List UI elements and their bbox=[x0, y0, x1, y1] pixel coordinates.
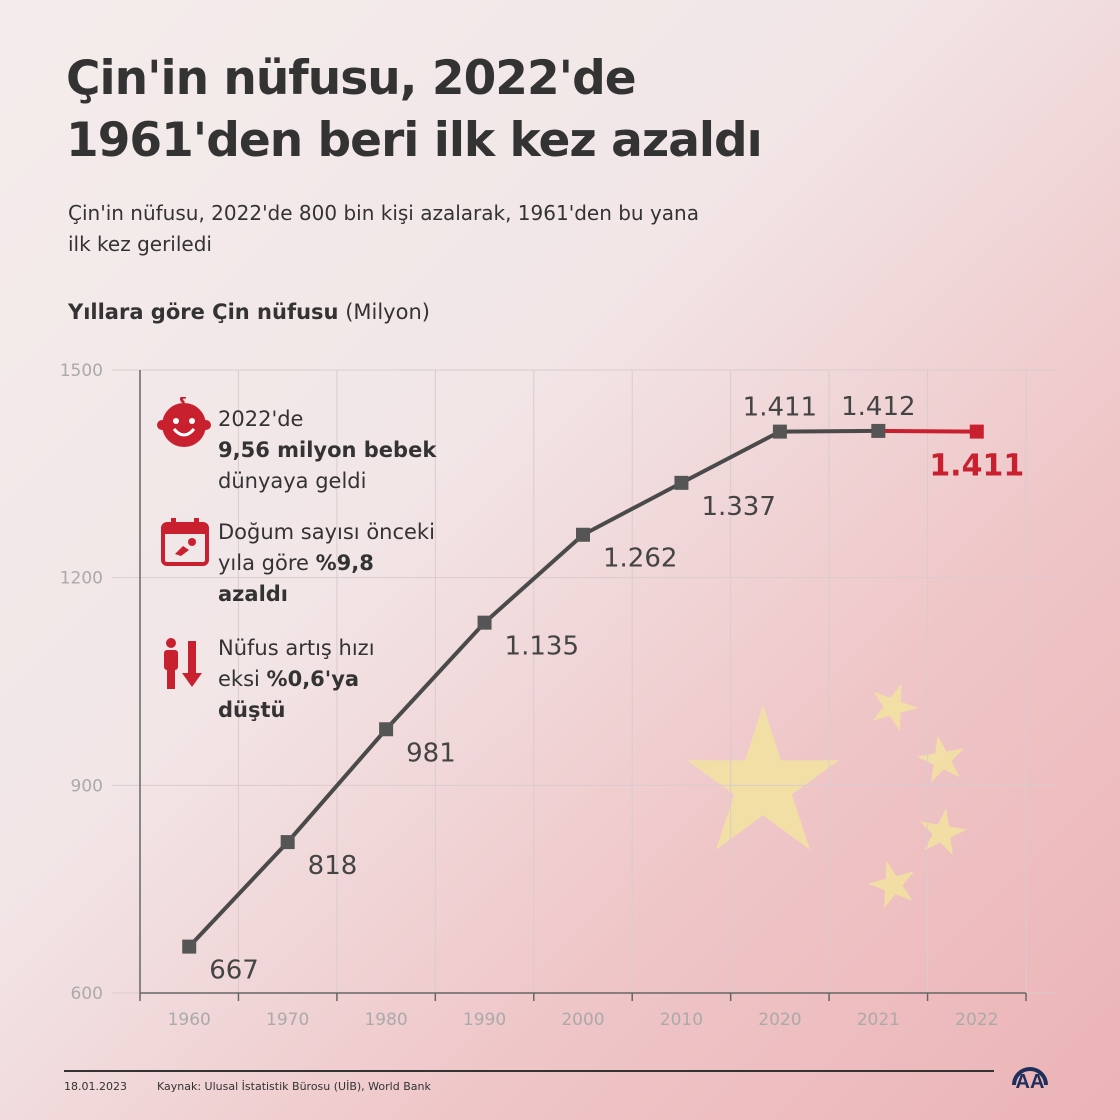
small-star bbox=[868, 860, 914, 909]
y-tick-label: 1500 bbox=[60, 361, 103, 381]
data-point bbox=[280, 835, 295, 850]
data-point bbox=[379, 722, 394, 737]
chart-title-text: Yıllara göre Çin nüfusu bbox=[68, 300, 339, 324]
aa-logo: AA bbox=[1012, 1067, 1048, 1091]
footer-source: Kaynak: Ulusal İstatistik Bürosu (UİB), … bbox=[157, 1080, 431, 1093]
x-tick-label: 2010 bbox=[660, 1010, 703, 1030]
callout-birth-rate-line3: azaldı bbox=[218, 582, 288, 606]
chart-grid bbox=[112, 369, 1056, 1001]
x-tick-label: 1970 bbox=[266, 1010, 309, 1030]
x-tick-label: 1960 bbox=[168, 1010, 211, 1030]
callout-births-line3: dünyaya geldi bbox=[218, 469, 367, 493]
data-point bbox=[674, 475, 689, 490]
title-line-1: Çin'in nüfusu, 2022'de bbox=[66, 51, 637, 106]
population-line bbox=[187, 428, 879, 948]
data-point bbox=[871, 423, 886, 438]
data-label: 981 bbox=[406, 738, 456, 768]
data-point bbox=[772, 424, 787, 439]
data-point bbox=[969, 424, 984, 439]
data-point bbox=[477, 615, 492, 630]
x-tick-label: 2000 bbox=[561, 1010, 604, 1030]
callout-growth-rate-value: %0,6'ya bbox=[266, 667, 360, 691]
callout-births: 2022'de 9,56 milyon bebek dünyaya geldi bbox=[218, 404, 436, 497]
data-labels: 667 818 981 1.135 1.262 1.337 1.411 1.412 1.411 bbox=[209, 392, 1024, 986]
y-tick-label: 1200 bbox=[60, 569, 103, 589]
flag-stars bbox=[686, 683, 967, 909]
y-tick-label: 900 bbox=[71, 776, 103, 796]
population-down-icon bbox=[164, 638, 202, 689]
data-label: 818 bbox=[308, 851, 358, 881]
callout-growth-rate: Nüfus artış hızı eksi %0,6'ya düştü bbox=[218, 633, 375, 726]
callout-growth-rate-line1: Nüfus artış hızı bbox=[218, 636, 375, 660]
svg-text:AA: AA bbox=[1016, 1071, 1045, 1091]
callout-growth-rate-line3: düştü bbox=[218, 698, 286, 722]
y-tick-label: 600 bbox=[71, 984, 103, 1004]
small-star bbox=[872, 683, 918, 731]
small-star bbox=[917, 735, 965, 783]
x-tick-label: 1980 bbox=[364, 1010, 407, 1030]
calendar-baby-icon bbox=[161, 518, 209, 566]
data-point bbox=[576, 527, 590, 542]
callout-birth-rate-line1: Doğum sayısı önceki bbox=[218, 520, 435, 544]
data-label: 667 bbox=[209, 956, 259, 986]
x-tick-label: 2022 bbox=[955, 1010, 998, 1030]
title-line-2: 1961'den beri ilk kez azaldı bbox=[66, 113, 763, 168]
population-line-2022 bbox=[878, 428, 977, 434]
y-axis-ticks: 600 900 1200 1500 bbox=[60, 361, 103, 1004]
callout-birth-rate: Doğum sayısı önceki yıla göre %9,8 azald… bbox=[218, 517, 435, 610]
big-star bbox=[686, 705, 840, 850]
data-label: 1.337 bbox=[701, 492, 775, 522]
chart-unit: (Milyon) bbox=[345, 300, 430, 324]
data-point bbox=[182, 939, 197, 954]
data-label: 1.135 bbox=[505, 632, 579, 662]
page-title: Çin'in nüfusu, 2022'de 1961'den beri ilk… bbox=[66, 48, 763, 172]
population-series bbox=[182, 423, 984, 954]
baby-face-icon bbox=[157, 397, 211, 447]
data-label: 1.411 bbox=[743, 393, 817, 423]
x-tick-label: 1990 bbox=[463, 1010, 506, 1030]
data-label: 1.262 bbox=[603, 544, 677, 574]
x-tick-label: 2021 bbox=[857, 1010, 900, 1030]
chart-title: Yıllara göre Çin nüfusu (Milyon) bbox=[68, 300, 430, 324]
small-star bbox=[919, 808, 967, 856]
callout-growth-rate-line2: eksi bbox=[218, 667, 267, 691]
x-axis-ticks: 1960 1970 1980 1990 2000 2010 2020 2021 2022 bbox=[168, 1010, 999, 1030]
footer-divider bbox=[64, 1070, 994, 1072]
callout-births-value: 9,56 milyon bebek bbox=[218, 438, 437, 462]
footer-date: 18.01.2023 bbox=[64, 1080, 127, 1093]
subtitle: Çin'in nüfusu, 2022'de 800 bin kişi azal… bbox=[68, 201, 699, 256]
x-tick-label: 2020 bbox=[758, 1010, 801, 1030]
data-label: 1.412 bbox=[841, 392, 915, 422]
callout-births-line1: 2022'de bbox=[218, 407, 304, 431]
callout-birth-rate-value: %9,8 bbox=[315, 551, 374, 575]
callout-birth-rate-line2: yıla göre bbox=[218, 551, 316, 575]
data-label: 1.411 bbox=[929, 449, 1024, 484]
